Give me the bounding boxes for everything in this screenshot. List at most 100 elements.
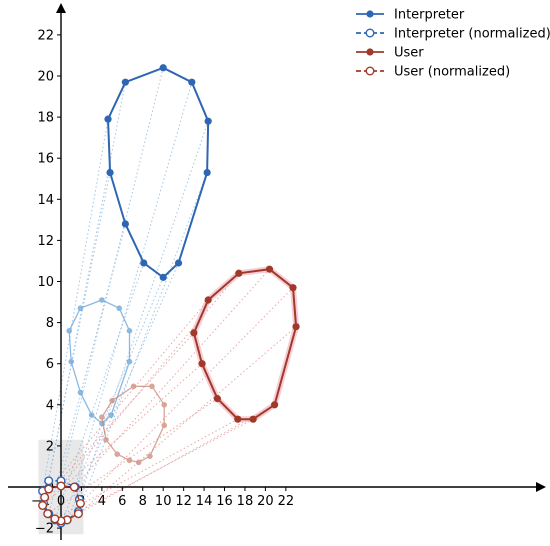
interpreter-link-6 — [54, 262, 145, 521]
legend-marker-3 — [365, 66, 375, 76]
user-point-0 — [265, 265, 274, 273]
user-point-9 — [204, 296, 212, 304]
x-tick-label-14: 14 — [196, 494, 213, 509]
interpreter-point-2 — [204, 117, 212, 125]
user-link-0 — [73, 268, 270, 488]
y-tick-label-14: 14 — [37, 193, 54, 208]
user-intermediate-point-4 — [147, 453, 153, 459]
interpreter-intermediate-point-4 — [108, 412, 114, 418]
interpreter-intermediate-point-7 — [77, 389, 84, 396]
interpreter-point-8 — [106, 168, 114, 177]
x-tick-label-4: 4 — [98, 494, 106, 509]
interpreter-link-9 — [42, 119, 109, 492]
y-tick-label-12: 12 — [37, 234, 54, 249]
interpreter-link-2 — [78, 121, 209, 500]
user-point-10 — [235, 269, 243, 277]
user-intermediate-point-9 — [99, 414, 105, 420]
user-intermediate-point-0 — [130, 383, 137, 390]
interpreter-intermediate-point-3 — [126, 358, 133, 365]
x-axis-arrow — [536, 482, 546, 492]
user-link-9 — [48, 299, 209, 490]
user-normalized-point-9 — [44, 484, 54, 494]
interpreter-point-0 — [159, 64, 167, 72]
user-normalized-point-8 — [40, 492, 50, 502]
user-normalized-point-2 — [73, 509, 83, 519]
user-point-7 — [198, 360, 206, 368]
interpreter-intermediate-point-10 — [77, 305, 84, 312]
interpreter-link-4 — [66, 262, 179, 521]
x-tick-label-0: 0 — [57, 494, 65, 509]
user-normalized-point-7 — [38, 500, 48, 510]
interpreter-point-4 — [174, 259, 183, 267]
user-intermediate-point-2 — [161, 402, 168, 408]
interpreter-intermediate — [66, 297, 133, 427]
interpreter-series — [104, 64, 212, 281]
user-intermediate-point-7 — [114, 451, 121, 457]
user-point-5 — [234, 415, 242, 423]
interpreter-point-1 — [188, 78, 196, 86]
x-tick-label-12: 12 — [175, 494, 192, 509]
legend-marker-1 — [365, 28, 375, 38]
user-point-8 — [190, 329, 198, 337]
interpreter-intermediate-point-9 — [66, 328, 72, 334]
x-tick-label-6: 6 — [118, 494, 126, 509]
legend-label-1: Interpreter (normalized) — [394, 27, 550, 42]
interpreter-point-6 — [140, 259, 148, 267]
y-axis-arrow — [56, 3, 66, 13]
interpreter-intermediate-point-2 — [126, 328, 133, 334]
x-tick-label-22: 22 — [278, 494, 295, 509]
legend-label-2: User — [394, 46, 424, 61]
user-link-2 — [78, 326, 297, 515]
x-tick-label-18: 18 — [237, 494, 254, 509]
y-tick-label-8: 8 — [46, 316, 54, 331]
y-tick-label-6: 6 — [46, 357, 54, 372]
interpreter-link-7 — [48, 223, 126, 514]
user-glow — [190, 266, 300, 423]
user-point-6 — [213, 395, 221, 403]
y-tick-label-2: 2 — [46, 439, 54, 454]
user-intermediate-point-8 — [103, 436, 109, 443]
legend-label-3: User (normalized) — [394, 65, 510, 80]
y-tick-label-22: 22 — [37, 28, 54, 43]
interpreter-point-3 — [203, 168, 211, 177]
x-tick-label-10: 10 — [155, 494, 172, 509]
user-intermediate-point-1 — [149, 383, 155, 390]
user-normalized-point-10 — [56, 481, 66, 491]
user-point-4 — [249, 415, 257, 423]
user-link-5 — [54, 418, 239, 520]
user-normalized-point-5 — [50, 514, 60, 524]
legend: Interpreter Interpreter (normalized) User U… — [356, 8, 550, 80]
interpreter-intermediate-point-1 — [116, 305, 123, 312]
legend-marker-0 — [366, 10, 374, 18]
legend-marker-2 — [366, 48, 374, 56]
user-intermediate-outline — [101, 385, 165, 463]
interpreter-point-7 — [121, 220, 129, 228]
user-point-2 — [292, 323, 300, 331]
interpreter-point-10 — [121, 78, 129, 86]
user-intermediate-point-3 — [161, 422, 168, 429]
user-intermediate — [99, 383, 168, 466]
interpreter-link-1 — [74, 82, 193, 488]
user-normalized-point-1 — [75, 498, 85, 508]
y-tick-label-16: 16 — [37, 152, 54, 167]
user-link-4 — [60, 418, 254, 522]
user-point-3 — [270, 401, 279, 409]
user-normalized-series — [38, 481, 85, 526]
y-tick-label--2: −2 — [35, 522, 54, 537]
legend-label-0: Interpreter — [394, 8, 465, 23]
user-intermediate-point-10 — [109, 397, 115, 404]
user-intermediate-point-6 — [126, 457, 133, 464]
user-point-1 — [289, 284, 297, 292]
x-tick-label-16: 16 — [216, 494, 233, 509]
y-tick-label-10: 10 — [37, 275, 54, 290]
user-normalized-point-6 — [43, 509, 53, 519]
interpreter-normalized-point-10 — [44, 476, 54, 486]
user-link-8 — [44, 332, 195, 498]
interpreter-link-3 — [77, 172, 208, 512]
y-tick-label-4: 4 — [46, 398, 54, 413]
x-tick-label-20: 20 — [257, 494, 274, 509]
interpreter-point-9 — [104, 115, 112, 123]
y-tick-label-18: 18 — [37, 111, 54, 126]
interpreter-intermediate-point-6 — [88, 412, 95, 418]
